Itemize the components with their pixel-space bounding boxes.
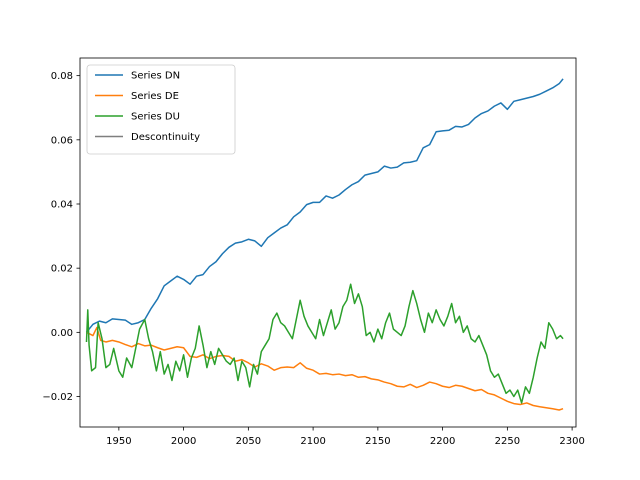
series-line-2: [85, 283, 564, 404]
legend-label: Descontinuity: [131, 132, 200, 143]
y-tick-label: −0.02: [42, 392, 73, 403]
legend-label: Series DU: [131, 112, 180, 123]
y-tick-label: 0.00: [51, 328, 73, 339]
legend-label: Series DN: [131, 71, 180, 82]
y-tick-label: 0.08: [51, 71, 73, 82]
y-tick-label: 0.02: [51, 264, 73, 275]
series-layer: [85, 78, 564, 411]
x-tick-label: 2300: [559, 436, 584, 447]
legend-box: [86, 64, 236, 155]
x-tick-label: 1950: [106, 436, 131, 447]
x-tick-label: 2150: [365, 436, 390, 447]
series-line-0: [85, 78, 564, 333]
legend-label: Series DE: [131, 91, 179, 102]
y-axis: −0.02 0.00 0.02 0.04 0.06 0.08: [42, 71, 80, 403]
x-tick-label: 2050: [236, 436, 261, 447]
x-tick-label: 2100: [300, 436, 325, 447]
x-tick-label: 2250: [495, 436, 520, 447]
series-line-1: [86, 326, 564, 411]
plot-frame: [79, 57, 577, 428]
x-tick-label: 2000: [171, 436, 196, 447]
x-axis: 1950 2000 2050 2100 2150 2200 2250 2300: [106, 427, 585, 447]
y-tick-label: 0.04: [51, 199, 73, 210]
x-tick-label: 2200: [430, 436, 455, 447]
y-tick-label: 0.06: [51, 135, 73, 146]
legend: Series DN Series DE Series DU Descontinuity: [86, 64, 236, 155]
